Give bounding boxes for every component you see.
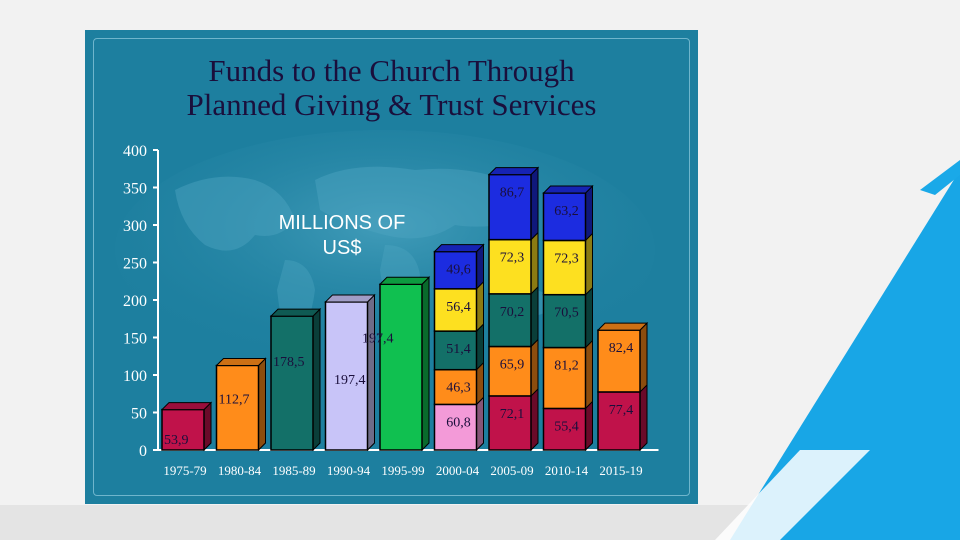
bar-segment (488, 238, 532, 295)
data-label: 197,4 (362, 331, 394, 346)
data-label: 72,3 (500, 251, 525, 266)
x-tick-label: 2015-19 (599, 463, 642, 478)
bar-segment (542, 293, 587, 349)
data-label: 60,8 (446, 415, 471, 430)
y-tick-label: 50 (131, 406, 147, 423)
bar-segment-side (585, 184, 593, 242)
data-label: 112,7 (219, 392, 250, 407)
bar-segment-side (585, 232, 593, 296)
bar-segment (433, 368, 478, 406)
chart-title-line-2: Planned Giving & Trust Services (186, 87, 597, 122)
bar-top-face (487, 167, 540, 176)
data-label: 70,2 (500, 305, 525, 320)
x-tick-label: 1990-94 (327, 463, 371, 478)
x-tick-label: 2005-09 (490, 463, 533, 478)
bar-segment (488, 293, 532, 348)
data-label: 72,1 (500, 407, 525, 422)
bar-segment-side (639, 383, 648, 452)
data-label: 86,7 (500, 186, 525, 201)
bar-segment-side (639, 321, 648, 394)
bar-segment-side (367, 293, 375, 452)
bar-top-face (378, 276, 431, 285)
x-tick-label: 1995-99 (381, 463, 424, 478)
data-label: 49,6 (446, 263, 471, 278)
bar-segment-side (203, 401, 212, 452)
data-label: 55,4 (554, 419, 579, 434)
bar-segment (488, 345, 532, 397)
bar-segment (324, 301, 369, 451)
data-label: 77,4 (609, 403, 634, 418)
data-label: 72,3 (554, 251, 579, 266)
data-label: 53,9 (164, 433, 189, 448)
bar-top-face (269, 308, 322, 317)
bar-top-face (596, 322, 649, 331)
bar-segment (488, 395, 532, 451)
chart-title: Funds to the Church Through Planned Givi… (85, 54, 698, 122)
bar-segment (215, 364, 260, 451)
data-label: 81,2 (554, 359, 579, 374)
bar-top-face (542, 185, 594, 194)
bar-segment (161, 408, 205, 451)
units-annotation: MILLIONS OF (279, 212, 406, 234)
bar-top-face (215, 357, 267, 366)
stacked-bar-chart: 0 50 100 150 200 250 300 350 400 1975-79 1980-84 19… (115, 130, 659, 478)
x-tick-label: 2010-14 (545, 463, 589, 478)
chart-title-line-1: Funds to the Church Through (208, 53, 575, 88)
data-label: 178,5 (273, 355, 305, 370)
x-tick-label: 1980-84 (218, 463, 262, 478)
bar-segment (542, 346, 587, 410)
bar-segment-side (530, 387, 539, 452)
bar-segment (433, 288, 478, 332)
y-tick-label: 0 (139, 443, 147, 460)
data-label: 70,5 (554, 306, 579, 321)
bar-top-face (160, 402, 213, 411)
data-label: 65,9 (500, 358, 525, 373)
bar-segment (542, 239, 587, 296)
data-label: 56,4 (446, 300, 471, 315)
bar-segment-side (530, 231, 539, 296)
bar-segment-side (421, 276, 430, 452)
bar-segment (379, 283, 423, 451)
chart-slide: Funds to the Church Through Planned Givi… (85, 30, 698, 504)
x-tick-label: 1985-89 (272, 463, 315, 478)
y-tick-label: 250 (123, 256, 147, 273)
bar-segment-side (476, 322, 484, 371)
data-label: 197,4 (334, 373, 366, 388)
bar-segment (488, 173, 532, 241)
data-label: 51,4 (446, 342, 471, 357)
bar-segment (433, 250, 478, 290)
bar-segment (597, 391, 641, 451)
bar-segment-side (312, 307, 321, 452)
units-annotation-line-2: US$ (323, 237, 362, 259)
data-label: 82,4 (609, 341, 634, 356)
y-tick-label: 300 (123, 218, 147, 235)
bar-segment-side (530, 285, 539, 348)
y-tick-label: 150 (123, 331, 147, 348)
slide-border (93, 38, 690, 496)
data-label: 63,2 (554, 204, 579, 219)
y-tick-label: 400 (123, 143, 147, 160)
y-tick-label: 100 (123, 368, 147, 385)
bar-segment (597, 329, 641, 393)
data-label: 46,3 (446, 381, 471, 396)
bar-segment-side (476, 396, 484, 452)
bar-segment (270, 315, 314, 451)
x-tick-label: 1975-79 (163, 463, 206, 478)
bar-top-face (433, 244, 485, 253)
y-tick-label: 200 (123, 293, 147, 310)
x-tick-label: 2000-04 (436, 463, 480, 478)
bar-segment-side (585, 286, 593, 349)
y-tick-label: 350 (123, 181, 147, 198)
bar-top-face (324, 294, 376, 303)
bar-segment (542, 407, 587, 451)
bar-segment-side (530, 166, 539, 241)
bar-segment-side (585, 339, 593, 410)
bar-segment (542, 192, 587, 242)
bar-segment-side (258, 357, 266, 452)
bar-segment-side (530, 338, 539, 398)
bar-segment-side (585, 400, 593, 452)
bar-segment-side (476, 280, 484, 333)
